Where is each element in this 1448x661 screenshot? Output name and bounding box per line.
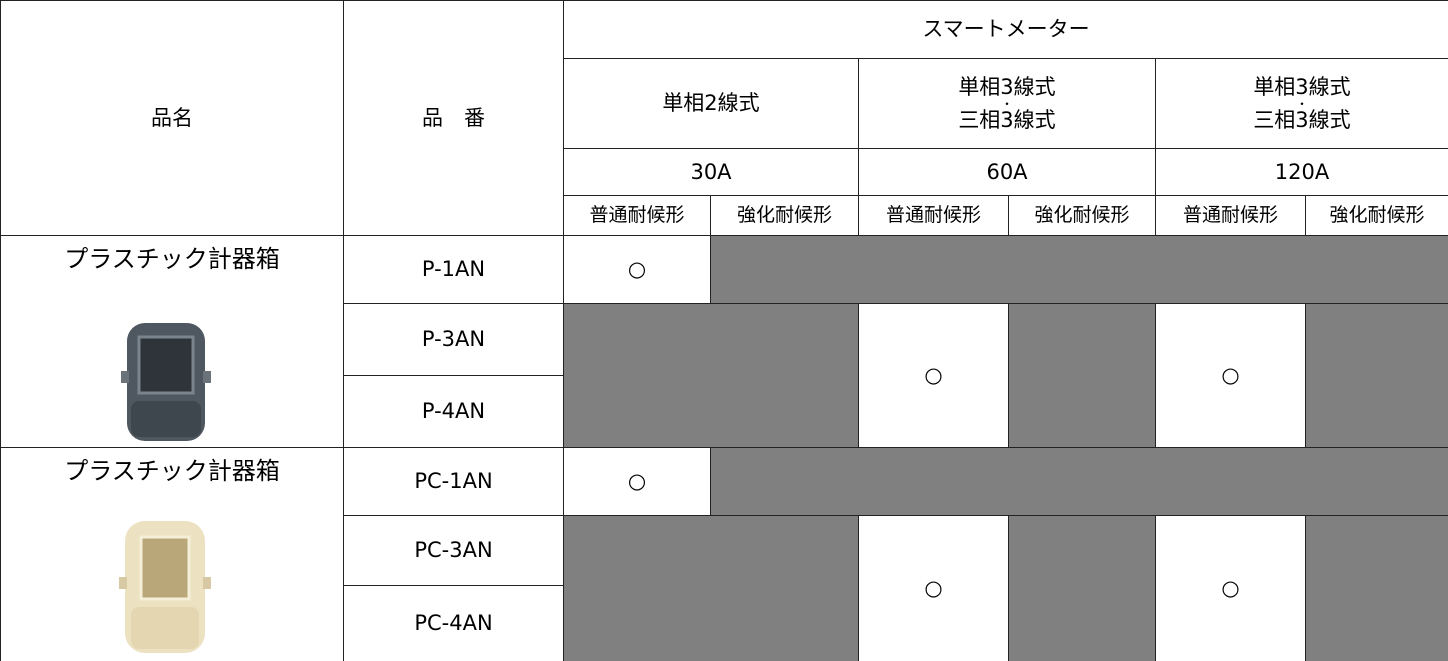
cell-text: 三相3線式 [1253, 107, 1351, 132]
unavailable-cell [1306, 516, 1448, 661]
unavailable-cell [711, 236, 1448, 304]
cell-text: 普通耐候形 [589, 203, 685, 226]
cell-text: ○ [924, 576, 943, 601]
cell-text: 30A [690, 159, 732, 184]
header-name: 品名 [1, 1, 344, 236]
header-type: 普通耐候形 [564, 196, 711, 236]
cell-text: 強化耐候形 [1329, 203, 1425, 226]
cell-text: 普通耐候形 [1182, 203, 1278, 226]
cell-text: PC-1AN [414, 469, 493, 494]
header-amps: 60A [859, 149, 1156, 196]
header-group: スマートメーター [564, 1, 1448, 59]
cell-text: PC-4AN [414, 611, 493, 636]
cell-text: 三相3線式 [958, 107, 1056, 132]
cell-text: ・ [1295, 96, 1308, 111]
mark-cell: ○ [1156, 304, 1306, 448]
product-code: PC-4AN [344, 586, 564, 661]
unavailable-cell [1009, 516, 1156, 661]
header-type: 強化耐候形 [1009, 196, 1156, 236]
cream-meter-box-image [119, 521, 211, 653]
product-name: プラスチック計器箱 [1, 236, 344, 448]
cell-text: ○ [924, 363, 943, 388]
cell-text: PC-3AN [414, 538, 493, 563]
cell-text: 単相2線式 [662, 91, 760, 116]
header-type: 普通耐候形 [859, 196, 1009, 236]
product-code: PC-1AN [344, 448, 564, 516]
product-name: プラスチック計器箱 [1, 448, 344, 661]
cell-text: 普通耐候形 [885, 203, 981, 226]
unavailable-cell [1009, 304, 1156, 448]
product-code: P-1AN [344, 236, 564, 304]
mark-cell: ○ [859, 304, 1009, 448]
cell-text: スマートメーター [922, 17, 1090, 42]
header-amps: 120A [1156, 149, 1448, 196]
header-type: 普通耐候形 [1156, 196, 1306, 236]
cell-text: ○ [1221, 363, 1240, 388]
cell-text: 60A [986, 159, 1028, 184]
mark-cell: ○ [564, 236, 711, 304]
cell-text: 品 番 [422, 105, 485, 130]
cell-text: プラスチック計器箱 [64, 245, 280, 273]
cell-text: ○ [627, 257, 647, 282]
cell-text: 強化耐候形 [736, 203, 832, 226]
cell-text: ○ [1221, 576, 1240, 601]
product-code: P-4AN [344, 376, 564, 448]
header-type: 強化耐候形 [1306, 196, 1448, 236]
cell-text: 単相3線式 [1253, 75, 1351, 100]
cell-text: P-1AN [421, 257, 486, 282]
unavailable-cell [564, 516, 859, 661]
mark-cell: ○ [1156, 516, 1306, 661]
cell-text: 品名 [151, 105, 193, 130]
header-wiring: 単相3線式・三相3線式 [859, 59, 1156, 149]
cell-text: 単相3線式 [958, 75, 1056, 100]
cell-text: プラスチック計器箱 [64, 457, 280, 485]
product-code: P-3AN [344, 304, 564, 376]
header-type: 強化耐候形 [711, 196, 859, 236]
mark-cell: ○ [564, 448, 711, 516]
gray-meter-box-image [121, 323, 211, 441]
unavailable-cell [564, 304, 859, 448]
cell-text: 120A [1274, 159, 1330, 184]
mark-cell: ○ [859, 516, 1009, 661]
unavailable-cell [711, 448, 1448, 516]
unavailable-cell [1306, 304, 1448, 448]
product-code: PC-3AN [344, 516, 564, 586]
header-wiring: 単相3線式・三相3線式 [1156, 59, 1448, 149]
header-wiring: 単相2線式 [564, 59, 859, 149]
header-amps: 30A [564, 149, 859, 196]
cell-text: P-3AN [421, 327, 486, 352]
cell-text: ・ [1000, 96, 1013, 111]
header-number: 品 番 [344, 1, 564, 236]
cell-text: ○ [627, 469, 647, 494]
cell-text: P-4AN [421, 399, 486, 424]
cell-text: 強化耐候形 [1034, 203, 1130, 226]
